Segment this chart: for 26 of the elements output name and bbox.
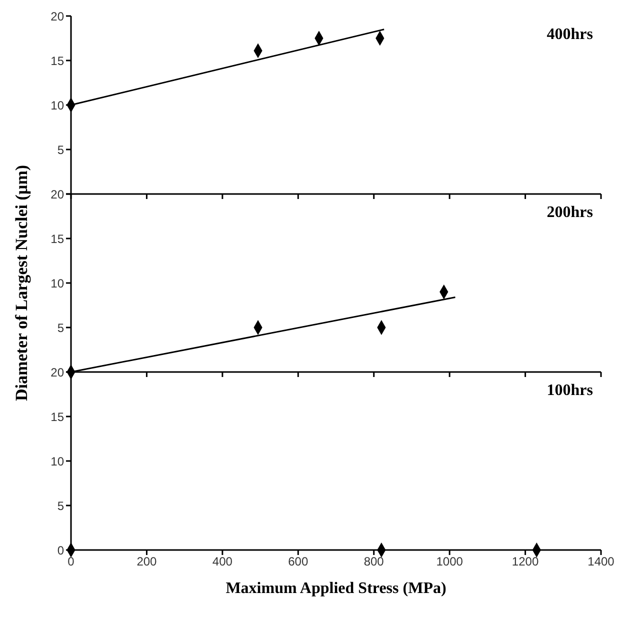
y-tick-label: 20 <box>50 365 64 380</box>
text: 400hrs <box>546 26 593 44</box>
y-tick-label: 5 <box>57 498 64 513</box>
y-tick-label: 20 <box>50 9 64 24</box>
y-tick-label: 0 <box>57 543 64 558</box>
y-tick-label: 5 <box>57 142 64 157</box>
y-tick-label: 10 <box>50 454 64 468</box>
x-tick-label: 1200 <box>512 554 539 569</box>
y-tick-label: 20 <box>50 187 64 202</box>
x-tick-label: 200 <box>136 554 158 569</box>
y-tick-label: 15 <box>50 54 64 68</box>
y-tick-label: 10 <box>50 98 64 112</box>
x-tick-label: 600 <box>288 554 308 569</box>
x-tick-label: 800 <box>364 554 384 569</box>
y-tick-label: 15 <box>50 232 64 246</box>
y-axis-title: Diameter of Largest Nuclei (µm) <box>12 164 32 402</box>
x-axis-title: Maximum Applied Stress (MPa) <box>224 580 448 598</box>
x-tick-label: 1400 <box>588 554 615 569</box>
text: 100hrs <box>546 382 593 400</box>
text: 200hrs <box>546 204 593 222</box>
y-tick-label: 15 <box>50 410 64 424</box>
y-tick-label: 5 <box>57 320 64 335</box>
y-tick-label: 10 <box>50 276 64 290</box>
x-tick-label: 1000 <box>436 554 464 569</box>
x-tick-label: 400 <box>212 554 233 569</box>
x-tick-label: 0 <box>68 554 75 569</box>
